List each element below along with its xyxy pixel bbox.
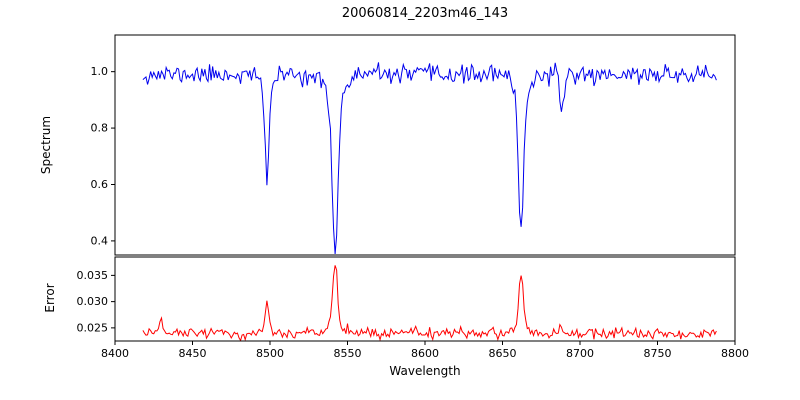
chart-title: 20060814_2203m46_143 bbox=[341, 6, 509, 21]
xtick-label: 8800 bbox=[721, 347, 749, 360]
xtick-label: 8550 bbox=[334, 347, 362, 360]
spectrum-ytick-label: 0.6 bbox=[91, 178, 109, 191]
spectrum-ytick-label: 1.0 bbox=[91, 65, 109, 78]
error-ytick-label: 0.030 bbox=[77, 295, 109, 308]
error-ytick-label: 0.035 bbox=[77, 269, 109, 282]
spectrum-frame bbox=[114, 34, 736, 256]
spectrum-ytick-label: 0.8 bbox=[91, 122, 109, 135]
error-ytick-label: 0.025 bbox=[77, 321, 109, 334]
xtick-label: 8750 bbox=[644, 347, 672, 360]
xtick-label: 8450 bbox=[179, 347, 207, 360]
xtick-label: 8600 bbox=[411, 347, 439, 360]
spectrum-ytick-label: 0.4 bbox=[91, 234, 109, 247]
x-axis-label: Wavelength bbox=[389, 364, 461, 378]
xtick-label: 8500 bbox=[256, 347, 284, 360]
error-frame bbox=[114, 256, 736, 342]
error-line bbox=[142, 265, 717, 341]
xtick-label: 8400 bbox=[101, 347, 129, 360]
spectrum-line bbox=[142, 62, 717, 255]
xtick-label: 8700 bbox=[566, 347, 594, 360]
xtick-label: 8650 bbox=[489, 347, 517, 360]
